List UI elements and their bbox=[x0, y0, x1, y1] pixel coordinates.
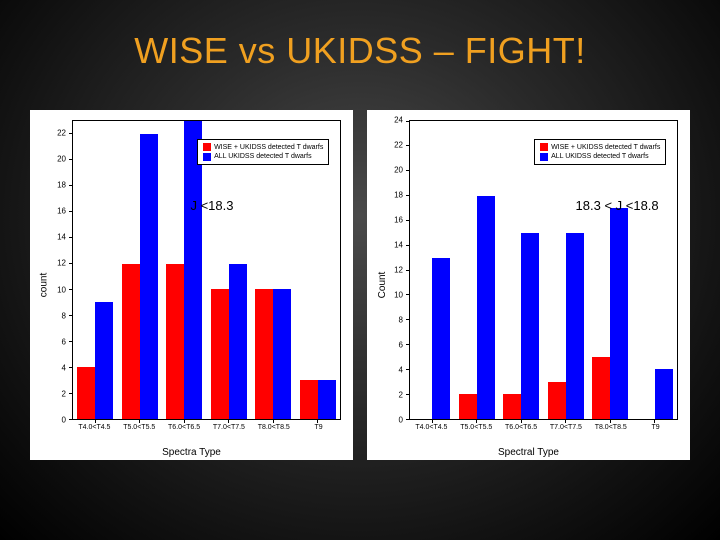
bar bbox=[548, 382, 566, 419]
chart-left: WISE + UKIDSS detected T dwarfsALL UKIDS… bbox=[30, 110, 353, 460]
y-tick: 4 bbox=[30, 363, 66, 372]
bar bbox=[566, 233, 584, 419]
x-tick: T8.0<T8.5 bbox=[595, 424, 627, 431]
legend: WISE + UKIDSS detected T dwarfsALL UKIDS… bbox=[534, 139, 666, 165]
y-tick: 6 bbox=[367, 341, 403, 350]
x-tick: T5.0<T5.5 bbox=[123, 424, 155, 431]
bar bbox=[592, 357, 610, 419]
y-tick: 2 bbox=[367, 391, 403, 400]
legend-label: WISE + UKIDSS detected T dwarfs bbox=[551, 143, 660, 152]
bar bbox=[95, 302, 113, 419]
y-tick: 10 bbox=[30, 285, 66, 294]
y-tick: 16 bbox=[30, 207, 66, 216]
x-tick: T4.0<T4.5 bbox=[78, 424, 110, 431]
y-tick: 20 bbox=[30, 155, 66, 164]
legend-label: WISE + UKIDSS detected T dwarfs bbox=[214, 143, 323, 152]
bar bbox=[432, 258, 450, 419]
y-tick: 16 bbox=[367, 216, 403, 225]
y-tick: 0 bbox=[367, 416, 403, 425]
x-tick: T7.0<T7.5 bbox=[213, 424, 245, 431]
x-axis-label: Spectra Type bbox=[30, 447, 353, 458]
bar bbox=[122, 264, 140, 419]
bar bbox=[211, 289, 229, 419]
y-tick: 4 bbox=[367, 366, 403, 375]
chart-right: WISE + UKIDSS detected T dwarfsALL UKIDS… bbox=[367, 110, 690, 460]
legend-label: ALL UKIDSS detected T dwarfs bbox=[214, 152, 312, 161]
plot-area: WISE + UKIDSS detected T dwarfsALL UKIDS… bbox=[72, 120, 341, 420]
bars-layer bbox=[410, 121, 677, 419]
x-ticks: T4.0<T4.5 T5.0<T5.5 T6.0<T6.5 T7.0<T7.5 T8.0… bbox=[72, 422, 341, 440]
x-tick: T8.0<T8.5 bbox=[258, 424, 290, 431]
y-tick: 18 bbox=[367, 191, 403, 200]
legend-item: ALL UKIDSS detected T dwarfs bbox=[203, 152, 323, 161]
x-tick: T9 bbox=[651, 424, 659, 431]
legend-item: WISE + UKIDSS detected T dwarfs bbox=[203, 143, 323, 152]
bar bbox=[184, 121, 202, 419]
x-tick: T6.0<T6.5 bbox=[168, 424, 200, 431]
legend-swatch bbox=[540, 153, 548, 161]
y-tick: 12 bbox=[30, 259, 66, 268]
legend-swatch bbox=[203, 153, 211, 161]
annotation-text: J <18.3 bbox=[190, 198, 233, 213]
y-tick: 14 bbox=[30, 233, 66, 242]
y-tick: 18 bbox=[30, 181, 66, 190]
legend-swatch bbox=[203, 143, 211, 151]
x-ticks: T4.0<T4.5 T5.0<T5.5 T6.0<T6.5 T7.0<T7.5 T8.0… bbox=[409, 422, 678, 440]
y-tick: 8 bbox=[367, 316, 403, 325]
y-tick: 24 bbox=[367, 116, 403, 125]
y-tick: 0 bbox=[30, 416, 66, 425]
x-tick: T4.0<T4.5 bbox=[415, 424, 447, 431]
bar bbox=[503, 394, 521, 419]
bar bbox=[166, 264, 184, 419]
x-tick: T5.0<T5.5 bbox=[460, 424, 492, 431]
y-tick: 20 bbox=[367, 166, 403, 175]
y-ticks: 024681012141618202224 bbox=[367, 120, 407, 420]
bar bbox=[273, 289, 291, 419]
legend: WISE + UKIDSS detected T dwarfsALL UKIDS… bbox=[197, 139, 329, 165]
bar bbox=[610, 208, 628, 419]
chart-row: WISE + UKIDSS detected T dwarfsALL UKIDS… bbox=[30, 110, 690, 460]
x-axis-label: Spectral Type bbox=[367, 447, 690, 458]
legend-item: ALL UKIDSS detected T dwarfs bbox=[540, 152, 660, 161]
y-tick: 22 bbox=[30, 129, 66, 138]
x-tick: T6.0<T6.5 bbox=[505, 424, 537, 431]
y-tick: 10 bbox=[367, 291, 403, 300]
legend-item: WISE + UKIDSS detected T dwarfs bbox=[540, 143, 660, 152]
y-tick: 12 bbox=[367, 266, 403, 275]
annotation-text: 18.3 < J <18.8 bbox=[576, 198, 659, 213]
bar bbox=[459, 394, 477, 419]
slide-title: WISE vs UKIDSS – FIGHT! bbox=[0, 30, 720, 72]
x-tick: T7.0<T7.5 bbox=[550, 424, 582, 431]
bar bbox=[318, 380, 336, 419]
y-tick: 6 bbox=[30, 337, 66, 346]
bar bbox=[229, 264, 247, 419]
y-tick: 22 bbox=[367, 141, 403, 150]
bar bbox=[140, 134, 158, 419]
bars-layer bbox=[73, 121, 340, 419]
legend-swatch bbox=[540, 143, 548, 151]
y-ticks: 0246810121416182022 bbox=[30, 120, 70, 420]
legend-label: ALL UKIDSS detected T dwarfs bbox=[551, 152, 649, 161]
bar bbox=[655, 369, 673, 419]
x-tick: T9 bbox=[314, 424, 322, 431]
y-tick: 2 bbox=[30, 389, 66, 398]
bar bbox=[255, 289, 273, 419]
y-tick: 14 bbox=[367, 241, 403, 250]
bar bbox=[521, 233, 539, 419]
plot-area: WISE + UKIDSS detected T dwarfsALL UKIDS… bbox=[409, 120, 678, 420]
bar bbox=[477, 196, 495, 420]
bar bbox=[77, 367, 95, 419]
y-tick: 8 bbox=[30, 311, 66, 320]
slide: WISE vs UKIDSS – FIGHT! WISE + UKIDSS de… bbox=[0, 0, 720, 540]
bar bbox=[300, 380, 318, 419]
